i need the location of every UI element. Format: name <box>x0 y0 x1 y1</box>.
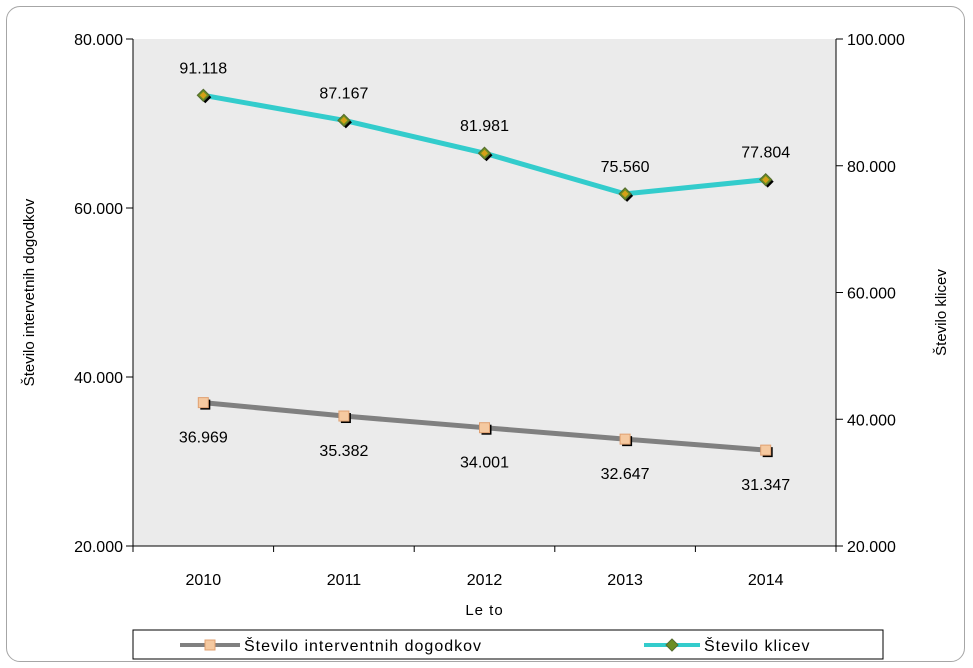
left-tick-label: 80.000 <box>74 32 123 49</box>
data-label: 32.647 <box>601 466 650 483</box>
marker-core <box>621 190 629 198</box>
plot-area <box>133 39 836 546</box>
right-tick-label: 20.000 <box>847 539 896 556</box>
right-tick-label: 100.000 <box>847 32 905 49</box>
data-label: 34.001 <box>460 455 509 472</box>
data-label: 77.804 <box>741 145 790 162</box>
data-label: 31.347 <box>741 477 790 494</box>
left-tick-label: 60.000 <box>74 201 123 218</box>
marker-core <box>762 176 770 184</box>
marker-core <box>199 91 207 99</box>
legend-label-interventni: Število interventnih dogodkov <box>244 636 482 655</box>
right-tick-label: 40.000 <box>847 412 896 429</box>
legend: Število interventnih dogodkov Število kl… <box>132 629 884 660</box>
left-axis-title: Število intervetnih dogodkov <box>21 198 38 386</box>
x-tick-label: 2012 <box>467 572 503 589</box>
data-label: 75.560 <box>601 159 650 176</box>
left-tick-label: 20.000 <box>74 539 123 556</box>
legend-marker-interventni <box>204 639 216 651</box>
data-point-marker <box>338 410 350 422</box>
marker-core <box>480 149 489 157</box>
data-point-marker <box>619 433 631 445</box>
data-label: 91.118 <box>179 60 227 77</box>
x-axis-title: Le to <box>465 602 503 619</box>
data-label: 87.167 <box>319 85 368 102</box>
left-tick-label: 40.000 <box>74 370 123 387</box>
series-layer: 36.969 35.382 34.001 32.647 31.347 91.118 87.1… <box>179 60 790 494</box>
x-tick-label: 2011 <box>327 572 362 589</box>
legend-box <box>132 629 884 660</box>
x-tick-label: 2014 <box>748 572 784 589</box>
legend-label-klici: Število klicev <box>704 636 810 655</box>
data-label: 81.981 <box>460 118 509 135</box>
data-point-marker <box>760 444 772 456</box>
x-tick-label: 2013 <box>607 572 643 589</box>
data-label: 35.382 <box>319 443 368 460</box>
right-axis-title: Število klicev <box>933 269 950 356</box>
right-tick-label: 80.000 <box>847 159 896 176</box>
x-tick-label: 2010 <box>186 572 222 589</box>
data-point-marker <box>197 397 209 409</box>
axes: 20.000 40.000 60.000 80.000 20.000 40.000 60.0… <box>74 32 905 589</box>
marker-core <box>340 116 348 124</box>
right-tick-label: 60.000 <box>847 286 896 303</box>
data-label: 36.969 <box>179 430 228 447</box>
legend-marker-klici <box>665 638 679 652</box>
data-point-marker <box>479 422 490 434</box>
